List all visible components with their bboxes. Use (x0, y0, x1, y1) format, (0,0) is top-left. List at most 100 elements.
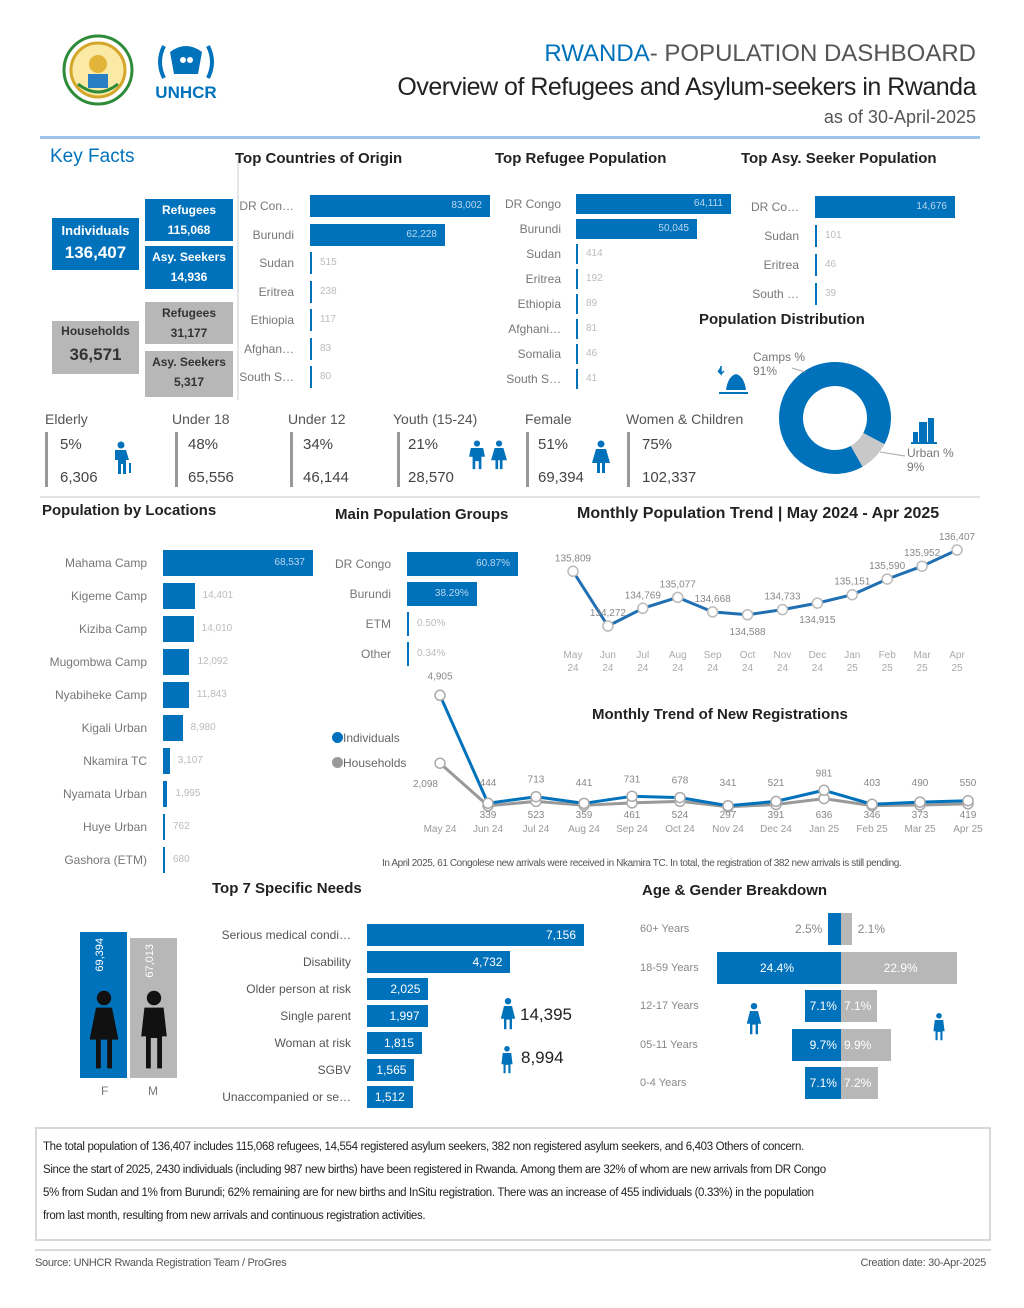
asylum-bar[interactable] (815, 254, 817, 276)
asylum-bar[interactable] (815, 196, 955, 218)
female-age-bar[interactable] (804, 990, 841, 1022)
trend-x-tick: Nov (774, 650, 792, 661)
origin-bar[interactable] (310, 280, 312, 303)
female-total-bar: 69,394 (80, 932, 127, 1078)
registrations-point (530, 795, 542, 808)
locations-bar[interactable] (163, 550, 313, 576)
registrations-value-label: 521 (768, 778, 785, 789)
stat-divider (175, 432, 178, 487)
female-age-bar[interactable] (828, 913, 841, 945)
female-age-bar[interactable] (804, 1067, 841, 1099)
male-age-bar[interactable] (841, 990, 878, 1022)
registrations-point (722, 801, 734, 813)
locations-bar[interactable] (163, 715, 183, 741)
trend-x-tick: Jan (844, 650, 860, 661)
registrations-x-tick: May 24 (424, 824, 457, 835)
asylum-title: Top Asy. Seeker Population (741, 150, 937, 167)
legend-individuals[interactable]: Individuals (332, 731, 400, 745)
origin-bar[interactable] (310, 337, 312, 360)
locations-bar[interactable] (163, 682, 189, 708)
locations-bar[interactable] (163, 814, 165, 840)
refugee-bar[interactable] (576, 369, 578, 389)
asylum-bar[interactable] (815, 283, 817, 305)
note-line: from last month, resulting from new arri… (43, 1210, 426, 1222)
locations-bar[interactable] (163, 847, 165, 873)
origin-bar[interactable] (310, 195, 490, 217)
legend-dot-households (332, 757, 343, 768)
individuals-box: Individuals 136,407 (52, 218, 139, 270)
refugee-bar[interactable] (576, 319, 578, 339)
trend-point (741, 609, 754, 621)
needs-bar[interactable] (367, 951, 511, 973)
stat-count: 46,144 (303, 469, 349, 486)
locations-bar[interactable] (163, 583, 195, 609)
female-age-bar[interactable] (791, 1028, 841, 1061)
registrations-value-label: 524 (672, 810, 689, 821)
asylum-bar[interactable] (815, 225, 817, 247)
origin-bar[interactable] (310, 252, 312, 274)
locations-title: Population by Locations (42, 502, 217, 519)
registrations-point (866, 799, 878, 812)
needs-value-label: 1,565 (376, 1063, 407, 1077)
groups-bar[interactable] (407, 612, 409, 636)
trend-value-label: 134,915 (799, 615, 836, 626)
refugee-bar[interactable] (576, 294, 578, 314)
rwanda-seal-logo (62, 34, 134, 106)
registrations-x-tick: Sep 24 (616, 824, 648, 835)
groups-bar[interactable] (407, 582, 477, 606)
registrations-point (770, 798, 782, 811)
key-facts-title: Key Facts (50, 146, 135, 167)
refugee-bar[interactable] (576, 219, 697, 239)
female-age-bar[interactable] (717, 951, 841, 984)
trend-x-tick: 25 (951, 663, 963, 674)
locations-value-label: 762 (173, 821, 190, 832)
needs-bar[interactable] (367, 1032, 423, 1054)
locations-category-label: Nyamata Urban (62, 787, 147, 801)
groups-bar[interactable] (407, 552, 518, 576)
needs-bar[interactable] (367, 1086, 413, 1108)
refugee-bar[interactable] (576, 269, 578, 289)
stat-percent: 48% (188, 436, 219, 453)
registrations-x-tick: Mar 25 (904, 824, 936, 835)
refugee-category-label: DR Congo (504, 197, 561, 211)
origin-bar[interactable] (310, 366, 312, 388)
registrations-value-label: 678 (672, 776, 689, 787)
origin-bar[interactable] (310, 223, 445, 246)
locations-bar[interactable] (163, 748, 170, 774)
refugee-bar[interactable] (576, 244, 578, 264)
needs-bar[interactable] (367, 1005, 428, 1027)
male-age-bar[interactable] (841, 1028, 892, 1061)
trend-x-tick: 24 (602, 663, 614, 674)
female-axis-label: F (101, 1084, 109, 1098)
male-age-bar[interactable] (841, 1067, 878, 1099)
age-gender-title: Age & Gender Breakdown (642, 882, 828, 899)
hh-asylum-box: Asy. Seekers 5,317 (145, 351, 233, 397)
asylum-value-label: 46 (825, 259, 837, 270)
households-value: 36,571 (69, 345, 122, 364)
urban-buildings-icon (911, 418, 937, 444)
registrations-x-tick: Jul 24 (523, 824, 550, 835)
locations-bar[interactable] (163, 649, 190, 675)
needs-bar[interactable] (367, 978, 429, 1000)
locations-value-label: 8,980 (190, 722, 216, 733)
registrations-value-label: 636 (816, 810, 833, 821)
registrations-x-tick: Nov 24 (712, 824, 744, 835)
male-age-bar[interactable] (841, 951, 958, 984)
locations-bar[interactable] (163, 781, 168, 807)
youth-boy-icon (469, 440, 485, 470)
refugee-bar[interactable] (576, 194, 731, 214)
trend-x-tick: Apr (949, 650, 965, 661)
groups-category-label: DR Congo (334, 557, 391, 571)
origin-bar[interactable] (310, 309, 312, 331)
needs-bar[interactable] (367, 924, 584, 946)
needs-bar[interactable] (367, 1059, 415, 1081)
refugee-category-label: Somalia (517, 347, 561, 361)
groups-bar[interactable] (407, 642, 409, 666)
locations-bar[interactable] (163, 616, 194, 642)
registrations-point (578, 799, 590, 812)
legend-households[interactable]: Households (332, 756, 406, 770)
male-age-bar[interactable] (841, 913, 852, 945)
asylum-category-label: South … (752, 287, 799, 301)
refugee-bar[interactable] (576, 344, 578, 364)
